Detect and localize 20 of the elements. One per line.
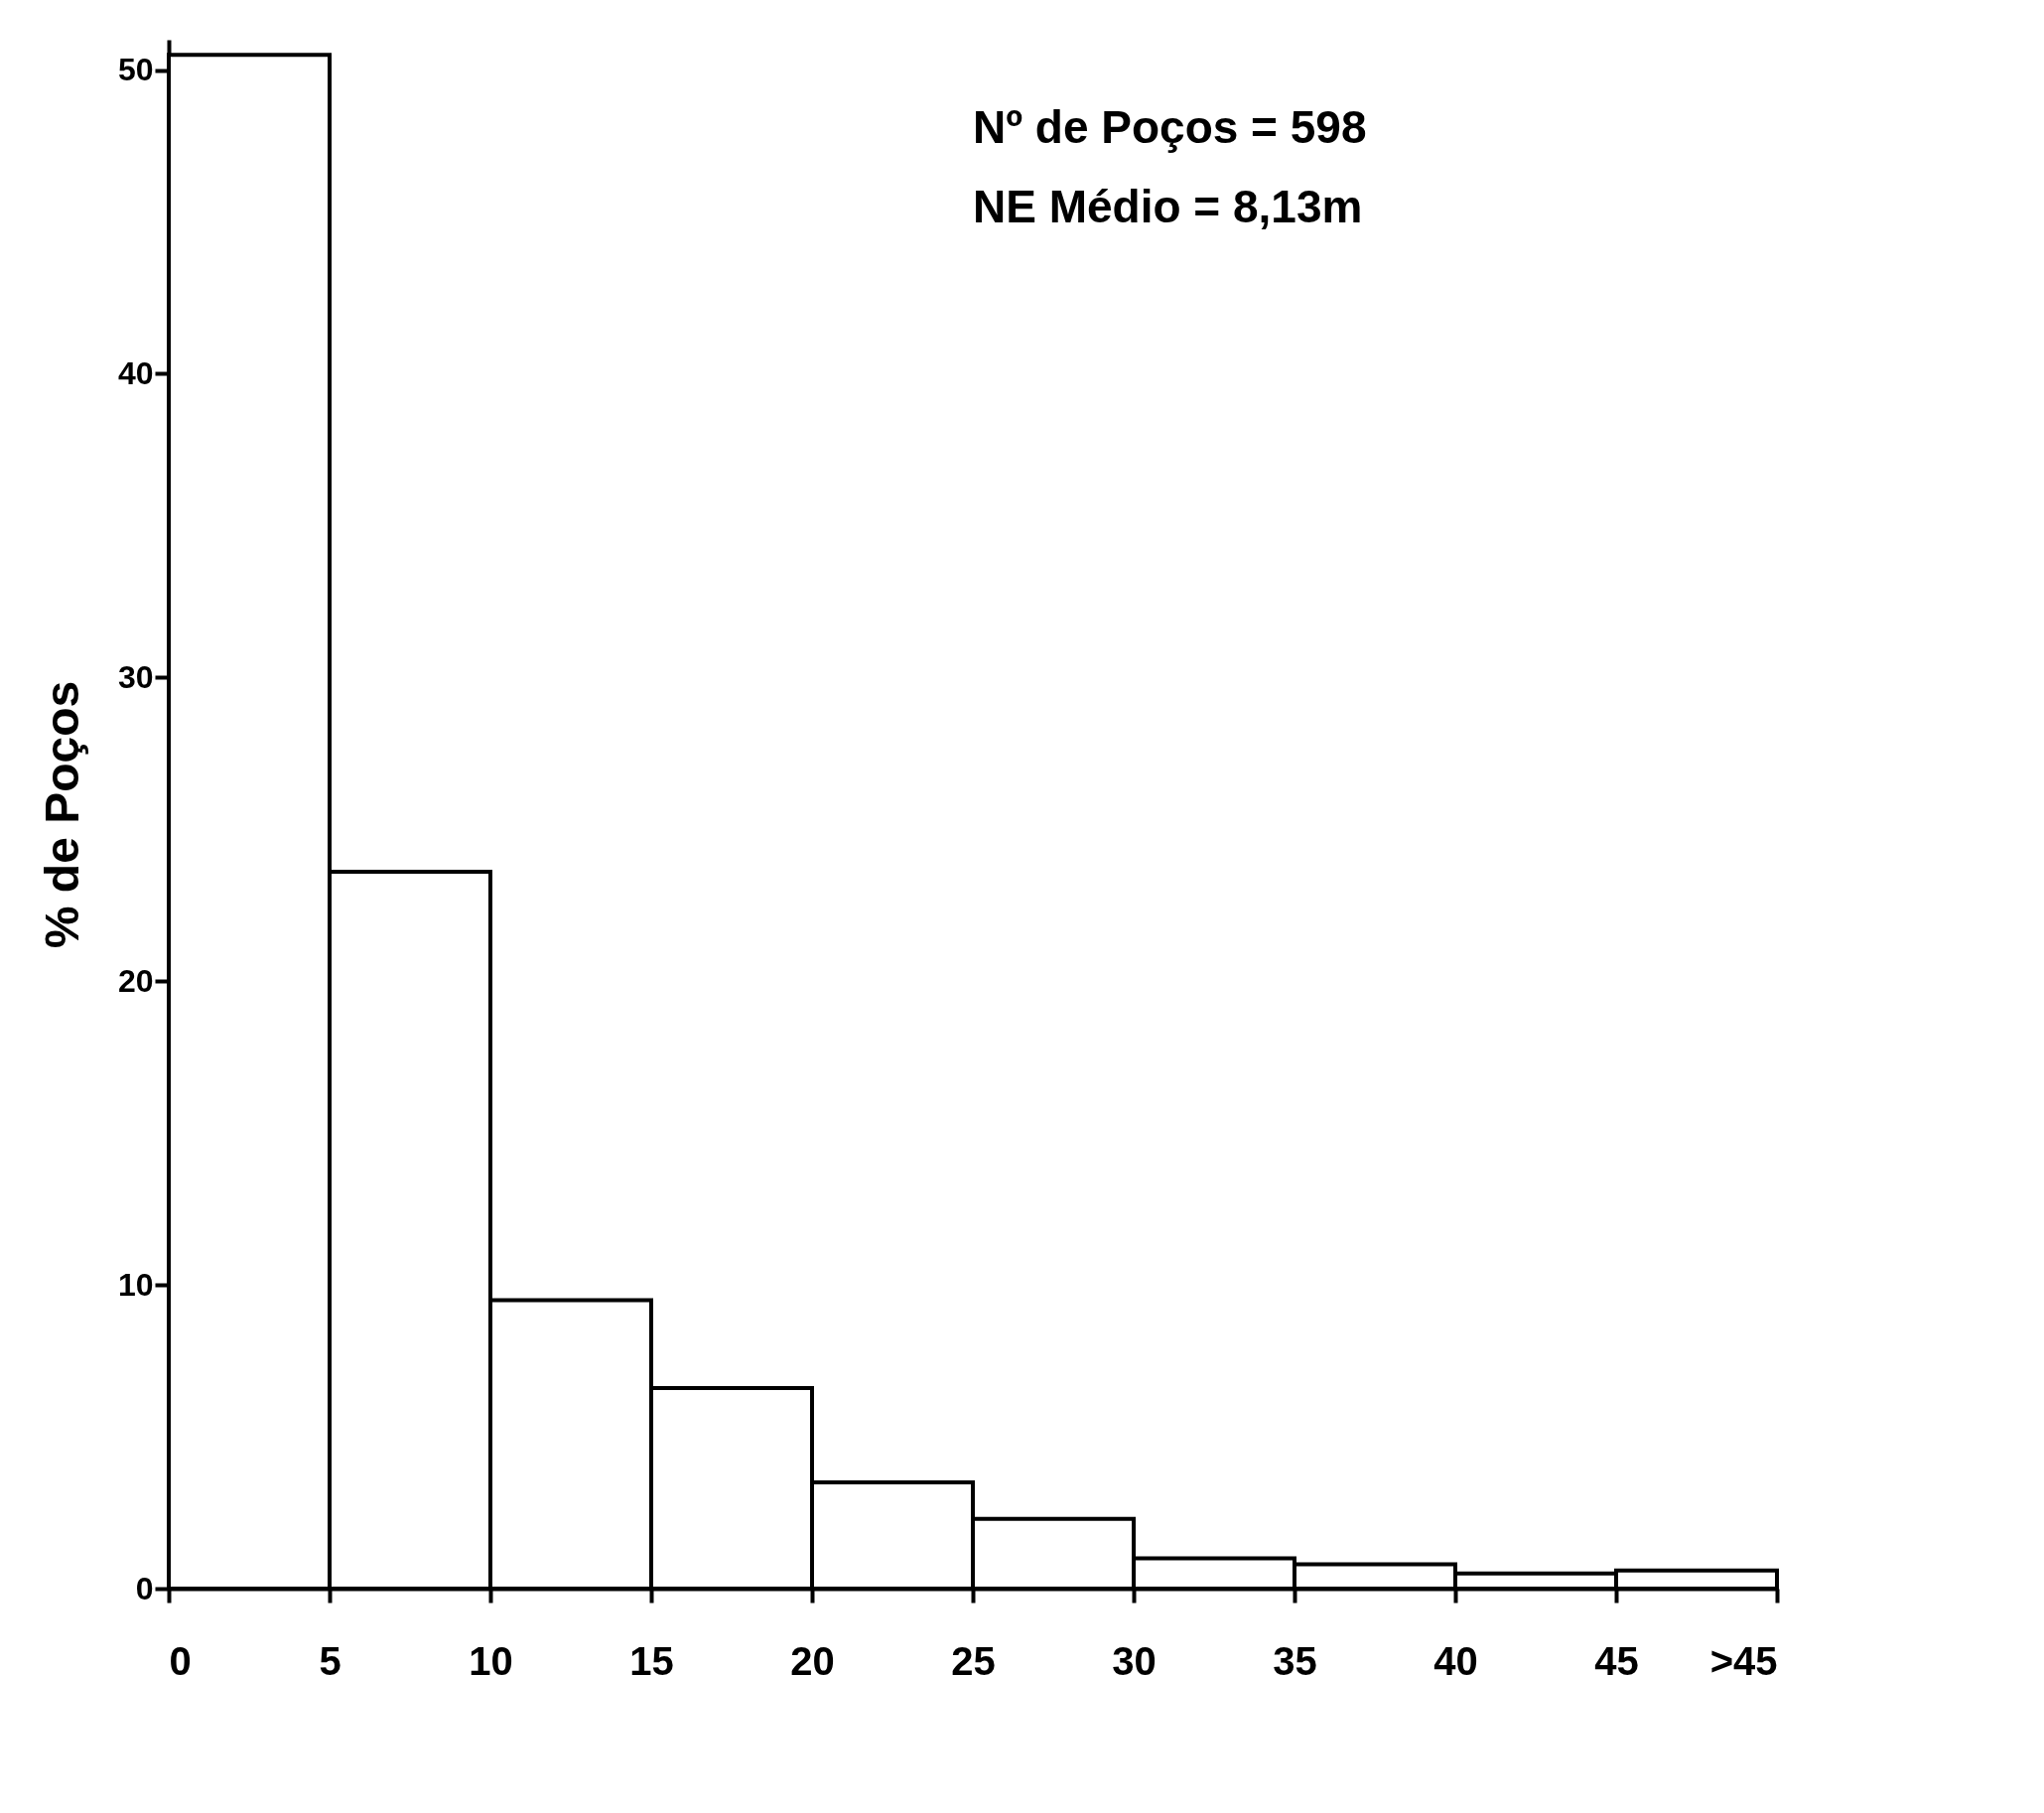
x-tick-label: 45 bbox=[1594, 1638, 1639, 1683]
x-tick-label: 25 bbox=[951, 1638, 996, 1683]
x-tick-label: 35 bbox=[1273, 1638, 1317, 1683]
x-tick-label: 15 bbox=[629, 1638, 674, 1683]
annotation: Nº de Poços = 598 bbox=[973, 101, 1367, 153]
x-tick-label: 5 bbox=[319, 1638, 341, 1683]
y-tick-label: 30 bbox=[117, 658, 154, 695]
y-tick-label: 10 bbox=[117, 1266, 154, 1303]
x-tick-label: 40 bbox=[1433, 1638, 1478, 1683]
y-tick-label: 0 bbox=[135, 1570, 154, 1606]
annotation: NE Médio = 8,13m bbox=[973, 181, 1363, 232]
x-tick-label: 20 bbox=[790, 1638, 835, 1683]
x-tick-label: >45 bbox=[1709, 1638, 1778, 1683]
x-tick-label: 30 bbox=[1112, 1638, 1157, 1683]
x-tick-label: 10 bbox=[469, 1638, 513, 1683]
y-axis-title: % de Poços bbox=[35, 680, 88, 949]
y-tick-label: 50 bbox=[117, 52, 154, 88]
x-tick-label: 0 bbox=[169, 1638, 192, 1683]
y-tick-label: 20 bbox=[117, 962, 154, 999]
y-tick-label: 40 bbox=[117, 354, 154, 391]
